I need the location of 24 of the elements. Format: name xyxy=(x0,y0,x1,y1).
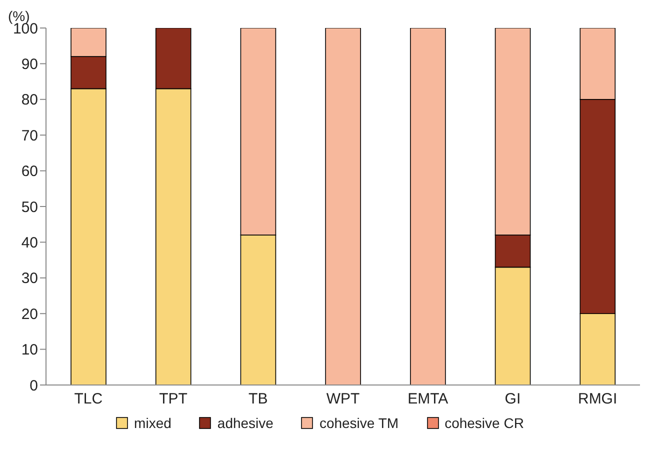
y-tick-label: 90 xyxy=(21,56,38,74)
x-tick-label: EMTA xyxy=(408,390,448,408)
x-tick-label: WPT xyxy=(326,390,360,408)
x-tick-label: GI xyxy=(504,390,521,408)
y-tick-label: 70 xyxy=(21,127,38,144)
bar xyxy=(410,28,446,385)
x-tick-label: TB xyxy=(248,390,268,408)
y-tick-label: 30 xyxy=(21,270,38,288)
y-tick-label: 10 xyxy=(21,342,38,359)
y-tick-label: 20 xyxy=(21,306,38,323)
y-tick-label: 40 xyxy=(21,234,38,252)
y-tick-label: 60 xyxy=(21,163,38,180)
y-tick-label: 0 xyxy=(30,377,38,394)
y-tick-label: 80 xyxy=(21,92,38,109)
legend-label: adhesive xyxy=(217,415,274,431)
legend-label: mixed xyxy=(134,415,172,431)
x-tick-label: TLC xyxy=(74,390,103,408)
bar xyxy=(325,28,361,385)
y-axis-title: (%) xyxy=(8,8,30,24)
legend-label: cohesive TM xyxy=(319,415,399,431)
y-tick-label: 50 xyxy=(21,198,38,216)
legend-label: cohesive CR xyxy=(444,415,524,431)
x-tick-label: TPT xyxy=(159,390,188,408)
x-tick-label: RMGI xyxy=(578,390,618,408)
